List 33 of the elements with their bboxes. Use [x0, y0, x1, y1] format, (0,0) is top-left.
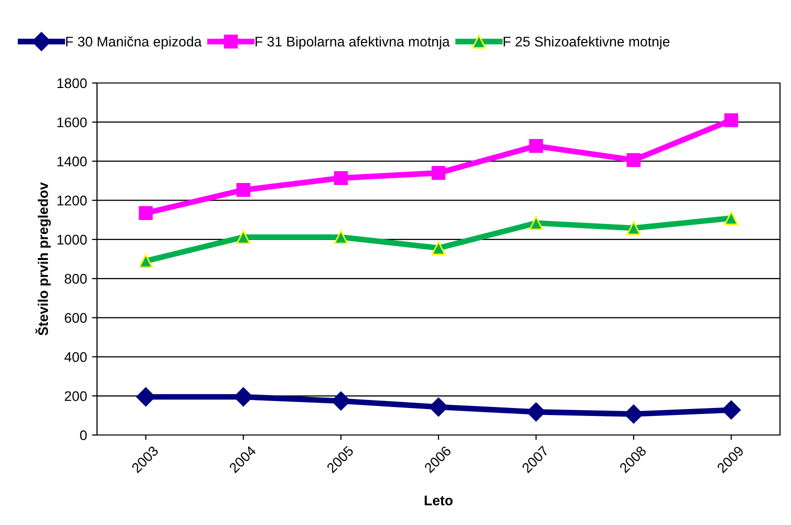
y-axis-title: Število prvih pregledov	[35, 182, 51, 336]
point	[529, 216, 544, 230]
point	[331, 391, 350, 411]
y-tick-label: 400	[64, 352, 87, 362]
point	[334, 230, 348, 244]
y-tick-label: 1800	[57, 78, 87, 88]
point	[138, 206, 153, 220]
point	[136, 387, 156, 406]
point	[529, 139, 544, 153]
point	[626, 221, 641, 236]
point	[722, 400, 741, 420]
y-tick-label: 800	[64, 274, 87, 284]
point	[724, 113, 738, 128]
legend-label: F 31 Bipolarna afektivna motnja	[256, 36, 450, 50]
legend-label: F 25 Shizoafektivne motnje	[504, 36, 670, 50]
point	[724, 211, 738, 226]
point	[138, 254, 153, 268]
point	[236, 183, 250, 197]
y-tick-label: 1200	[57, 196, 87, 206]
y-tick-label: 1400	[57, 156, 87, 166]
point	[236, 230, 250, 244]
point	[428, 398, 448, 417]
y-tick-label: 1600	[57, 117, 87, 128]
y-tick-label: 0	[80, 430, 87, 440]
point	[334, 171, 348, 185]
point	[432, 241, 446, 255]
y-tick-label: 200	[64, 391, 87, 402]
point	[626, 153, 641, 167]
point	[432, 166, 446, 180]
x-axis-title: Leto	[424, 496, 453, 506]
legend-label: F 30 Manična epizoda	[66, 36, 202, 50]
y-tick-label: 600	[64, 313, 87, 323]
y-tick-label: 1000	[57, 234, 87, 245]
